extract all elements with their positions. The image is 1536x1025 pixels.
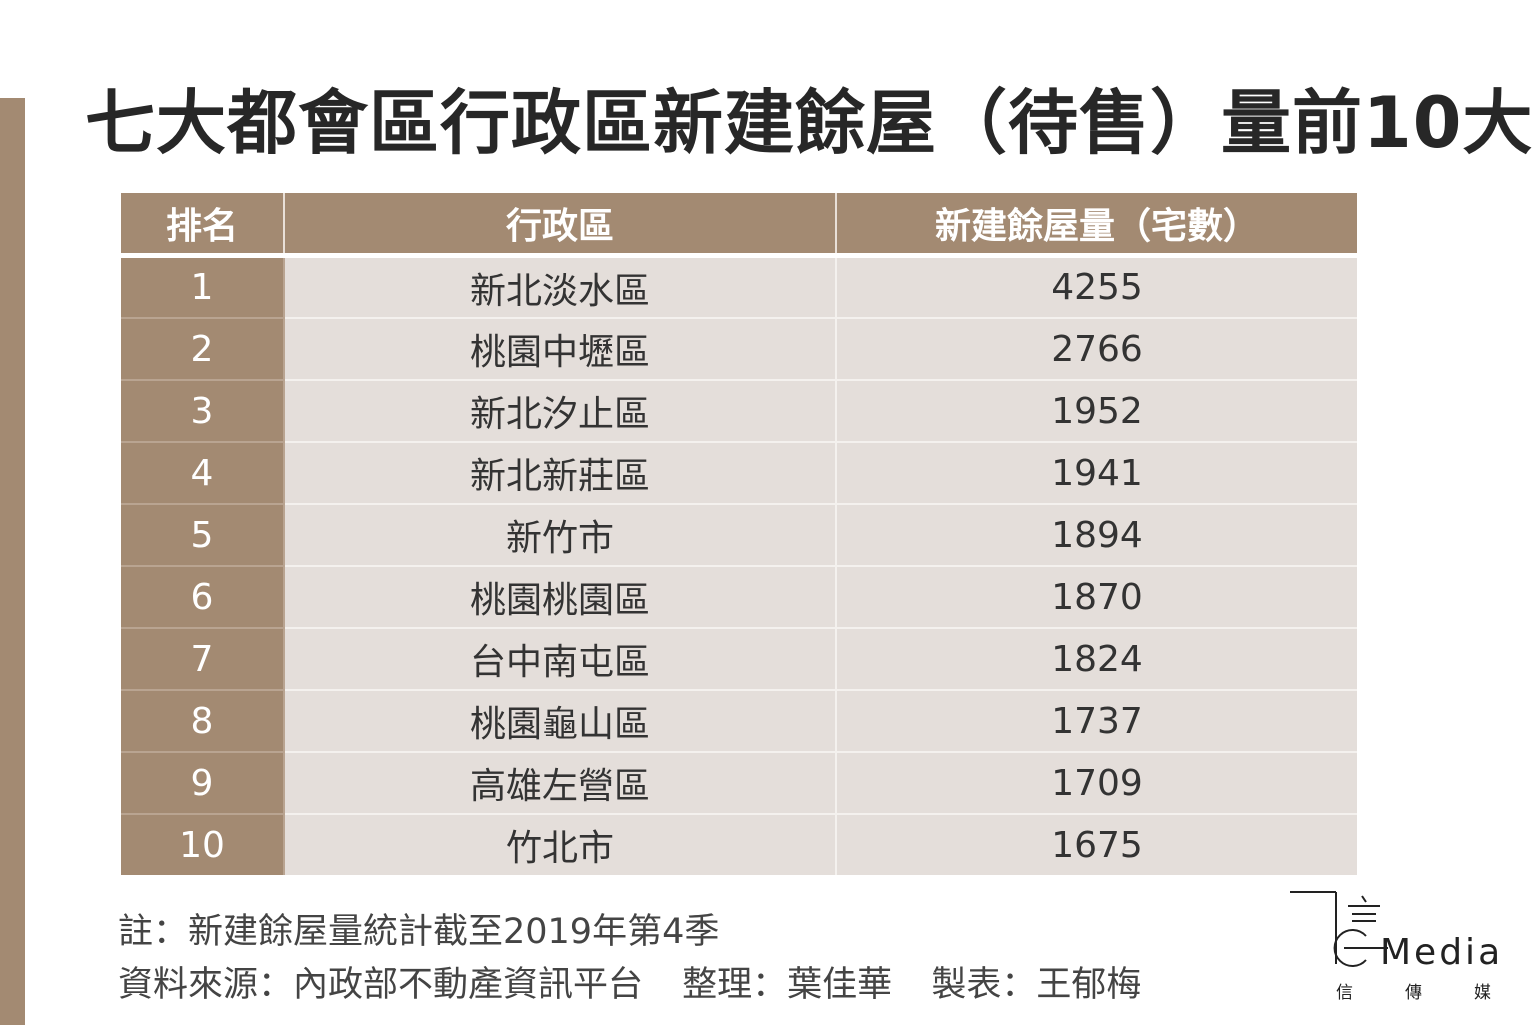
count-cell: 1894: [836, 503, 1357, 566]
header-rank: 排名: [121, 193, 285, 256]
district-cell: 新竹市: [284, 503, 837, 566]
table-row: 1 新北淡水區 4255: [121, 253, 1357, 318]
count-cell: 1737: [836, 689, 1357, 752]
rank-cell: 10: [121, 813, 285, 875]
district-cell: 新北淡水區: [284, 253, 837, 318]
count-cell: 4255: [836, 253, 1357, 318]
rank-cell: 2: [121, 317, 285, 380]
count-cell: 1675: [836, 813, 1357, 875]
ranking-table: 排名 行政區 新建餘屋量（宅數） 1 新北淡水區 4255 2 桃園中壢區 27…: [121, 193, 1357, 875]
logo-sub-char: 媒: [1474, 983, 1491, 1003]
count-cell: 1870: [836, 565, 1357, 628]
district-cell: 桃園桃園區: [284, 565, 837, 628]
count-cell: 2766: [836, 317, 1357, 380]
table-row: 5 新竹市 1894: [121, 503, 1357, 566]
source-line: 資料來源：內政部不動產資訊平台 整理：葉佳華 製表：王郁梅: [118, 956, 1169, 1007]
table-row: 8 桃園龜山區 1737: [121, 689, 1357, 752]
count-cell: 1824: [836, 627, 1357, 690]
table-row: 10 竹北市 1675: [121, 813, 1357, 875]
count-cell: 1952: [836, 379, 1357, 442]
rank-cell: 9: [121, 751, 285, 814]
district-cell: 桃園龜山區: [284, 689, 837, 752]
rank-cell: 4: [121, 441, 285, 504]
table-row: 7 台中南屯區 1824: [121, 627, 1357, 690]
table-row: 2 桃園中壢區 2766: [121, 317, 1357, 380]
rank-cell: 7: [121, 627, 285, 690]
source-text: 資料來源：內政部不動產資訊平台: [118, 965, 644, 1005]
rank-cell: 6: [121, 565, 285, 628]
district-cell: 台中南屯區: [284, 627, 837, 690]
logo-sub-char: 信: [1336, 983, 1353, 1003]
count-cell: 1941: [836, 441, 1357, 504]
media-logo-icon: [1290, 891, 1388, 967]
made-by-text: 製表：王郁梅: [931, 965, 1142, 1005]
table-row: 6 桃園桃園區 1870: [121, 565, 1357, 628]
compiled-by-text: 整理：葉佳華: [682, 965, 893, 1005]
rank-cell: 5: [121, 503, 285, 566]
count-cell: 1709: [836, 751, 1357, 814]
header-count: 新建餘屋量（宅數）: [836, 193, 1357, 256]
page-title: 七大都會區行政區新建餘屋（待售）量前10大: [85, 82, 1534, 164]
header-district: 行政區: [284, 193, 837, 256]
district-cell: 高雄左營區: [284, 751, 837, 814]
logo-sub-char: 傳: [1405, 983, 1422, 1003]
left-accent-bar: [0, 98, 25, 1025]
rank-cell: 8: [121, 689, 285, 752]
district-cell: 新北汐止區: [284, 379, 837, 442]
rank-cell: 3: [121, 379, 285, 442]
table-row: 3 新北汐止區 1952: [121, 379, 1357, 442]
table-header-row: 排名 行政區 新建餘屋量（宅數）: [121, 193, 1357, 256]
footnote: 註：新建餘屋量統計截至2019年第4季: [118, 912, 720, 952]
table-row: 9 高雄左營區 1709: [121, 751, 1357, 814]
rank-cell: 1: [121, 253, 285, 318]
district-cell: 桃園中壢區: [284, 317, 837, 380]
logo-wordmark: Media: [1380, 932, 1504, 973]
table-row: 4 新北新莊區 1941: [121, 441, 1357, 504]
district-cell: 竹北市: [284, 813, 837, 875]
district-cell: 新北新莊區: [284, 441, 837, 504]
